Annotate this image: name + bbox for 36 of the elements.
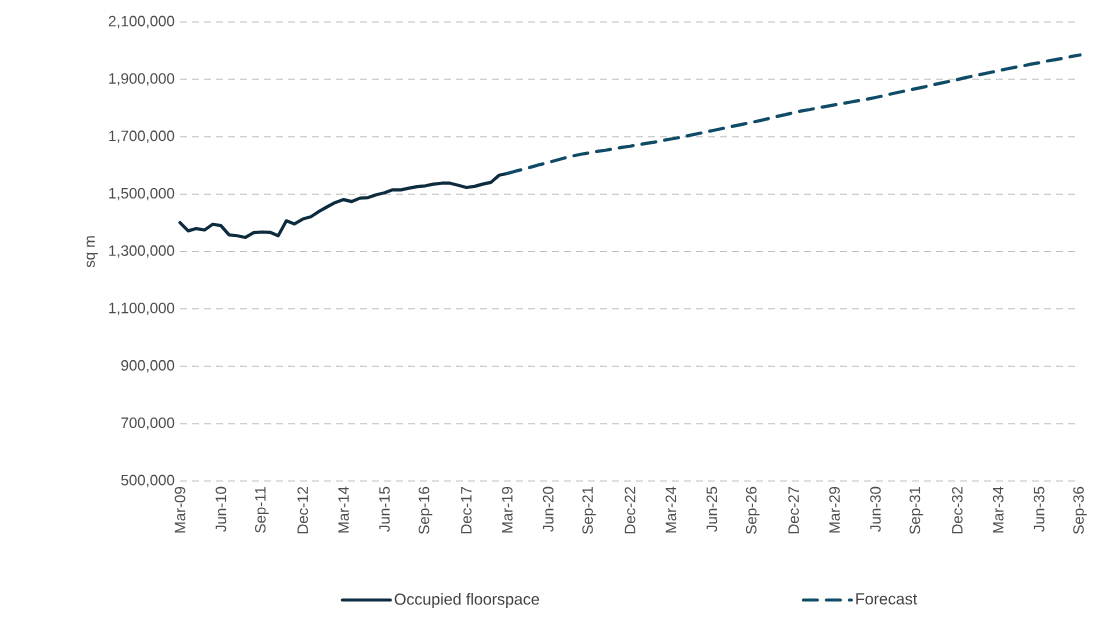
- x-tick-label: Mar-24: [665, 486, 677, 533]
- x-tick-label: Jun-10: [215, 486, 227, 532]
- y-tick-label: 1,100,000: [109, 302, 175, 316]
- x-tick-label: Mar-09: [174, 486, 186, 533]
- y-tick-label: 1,700,000: [109, 130, 175, 143]
- y-axis-title: sq m: [86, 236, 98, 268]
- line-series: [178, 171, 509, 240]
- y-tick-label: 1,500,000: [109, 187, 175, 201]
- x-tick-label: Sep-36: [1073, 486, 1087, 534]
- y-tick-label: 900,000: [121, 360, 175, 373]
- x-tick-label: Dec-27: [788, 486, 799, 534]
- legend-label: Occupied floorspace: [394, 593, 540, 608]
- x-tick-label: Dec-22: [624, 486, 636, 534]
- x-tick-label: Sep-16: [418, 486, 433, 534]
- x-tick-label: Dec-17: [461, 486, 472, 534]
- y-tick-label: 2,100,000: [108, 15, 175, 29]
- x-tick-label: Mar-29: [829, 486, 840, 533]
- x-tick-label: Jun-25: [706, 486, 718, 532]
- x-tick-label: Jun-15: [379, 486, 390, 532]
- x-tick-label: Mar-19: [501, 486, 513, 533]
- x-tick-label: Jun-30: [870, 486, 881, 532]
- y-tick-label: 500,000: [121, 474, 175, 488]
- legend-label: Forecast: [856, 593, 918, 605]
- x-tick-label: Mar-34: [992, 486, 1004, 533]
- x-tick-label: Sep-21: [582, 486, 596, 534]
- x-tick-label: Sep-31: [909, 486, 924, 534]
- x-tick-label: Sep-11: [255, 486, 269, 533]
- x-tick-label: Jun-35: [1033, 486, 1045, 532]
- x-tick-label: Dec-12: [297, 486, 309, 534]
- x-tick-label: Jun-20: [542, 486, 554, 532]
- y-tick-label: 1,300,000: [109, 245, 175, 258]
- x-tick-label: Dec-32: [951, 486, 963, 534]
- y-tick-label: 700,000: [121, 417, 175, 430]
- y-tick-label: 1,900,000: [109, 73, 175, 86]
- x-tick-label: Mar-14: [338, 486, 349, 533]
- x-tick-label: Sep-26: [745, 486, 760, 534]
